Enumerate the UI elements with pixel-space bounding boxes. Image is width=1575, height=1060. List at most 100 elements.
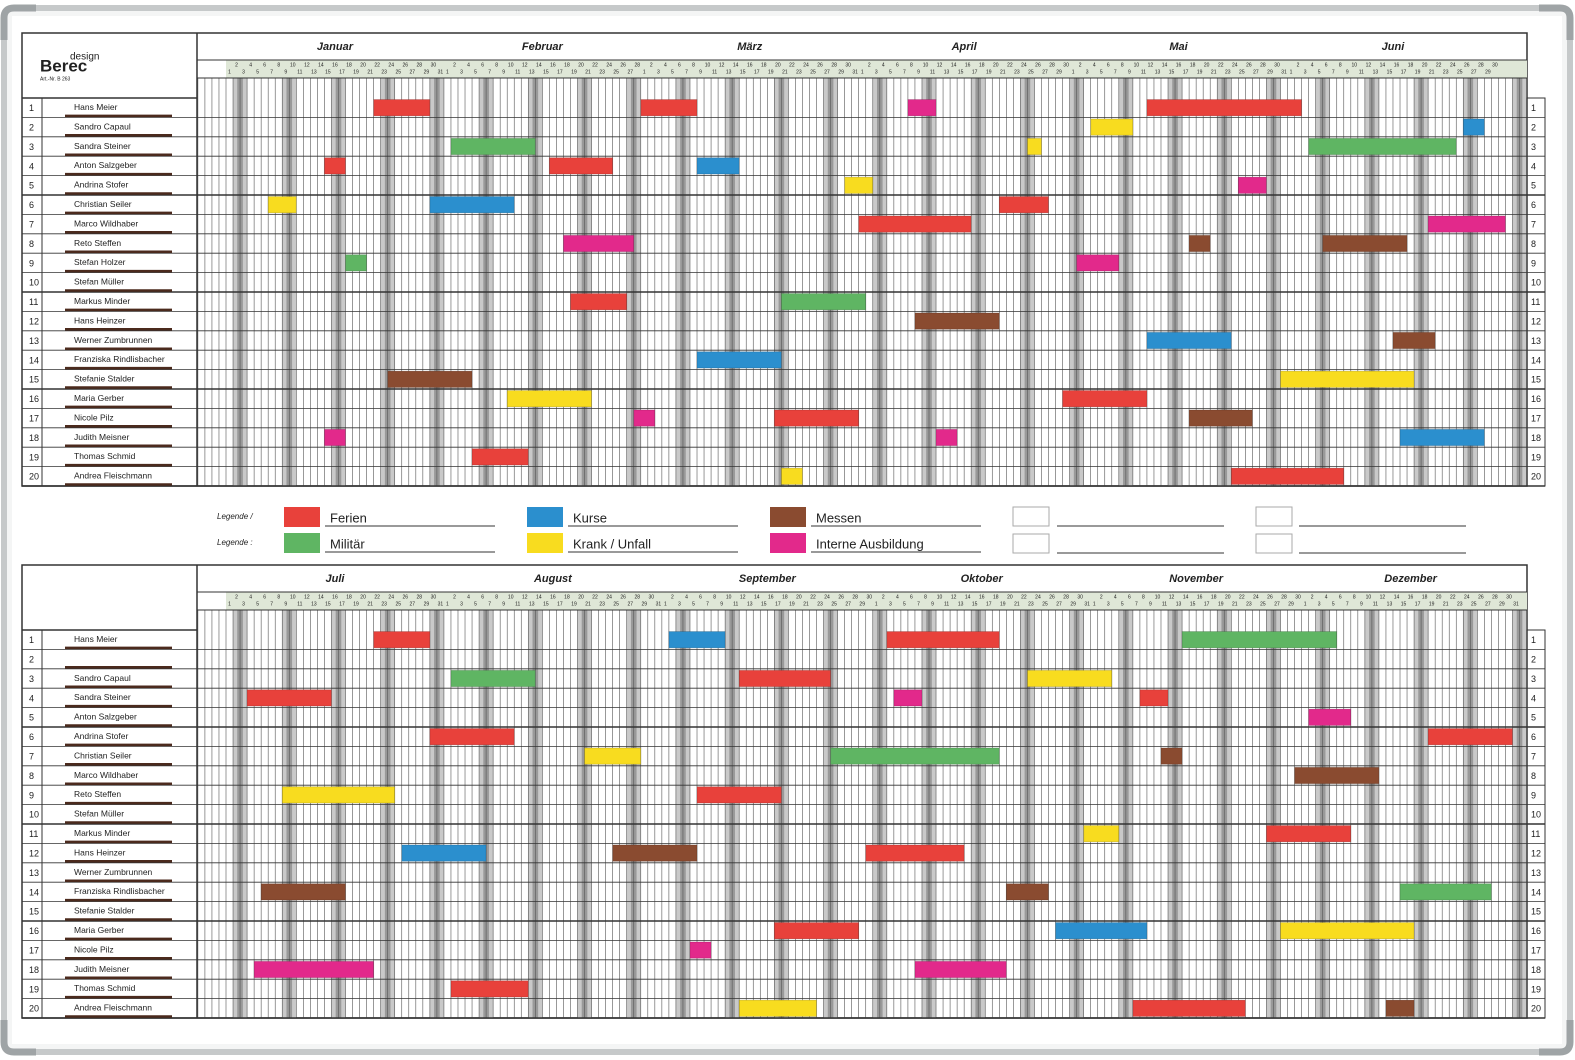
row-name: Werner Zumbrunnen — [74, 335, 153, 345]
day-number: 27 — [824, 69, 830, 75]
day-number: 28 — [417, 62, 423, 68]
bar — [1294, 766, 1380, 785]
day-number: 28 — [1049, 62, 1055, 68]
row-name: Anton Salzgeber — [74, 160, 137, 170]
month-label: April — [951, 41, 978, 53]
day-number: 29 — [1485, 69, 1491, 75]
row-number: 12 — [29, 848, 39, 858]
day-number: 16 — [965, 62, 971, 68]
day-number: 22 — [374, 62, 380, 68]
day-number: 10 — [923, 62, 929, 68]
day-number: 6 — [678, 62, 681, 68]
month-label: Juli — [325, 573, 345, 585]
bar — [253, 960, 375, 979]
day-number: 15 — [740, 69, 746, 75]
row-number-right: 18 — [1531, 965, 1541, 975]
day-number: 14 — [318, 62, 324, 68]
day-number: 23 — [1246, 601, 1252, 607]
day-number: 17 — [1415, 601, 1421, 607]
day-number: 20 — [578, 594, 584, 600]
day-number: 15 — [1401, 601, 1407, 607]
day-number: 28 — [1063, 594, 1069, 600]
day-number: 10 — [1366, 594, 1372, 600]
day-number: 4 — [1311, 62, 1314, 68]
day-number: 8 — [924, 594, 927, 600]
day-number: 8 — [713, 594, 716, 600]
day-number: 7 — [1332, 69, 1335, 75]
row-number: 16 — [29, 926, 39, 936]
day-number: 7 — [706, 601, 709, 607]
row-number: 13 — [29, 868, 39, 878]
day-number: 14 — [536, 62, 542, 68]
day-number: 23 — [381, 69, 387, 75]
row-number-right: 8 — [1531, 239, 1536, 249]
row-number: 19 — [29, 984, 39, 994]
row-name: Judith Meisner — [74, 964, 129, 974]
day-number: 17 — [339, 601, 345, 607]
month-label: Oktober — [961, 573, 1004, 585]
day-number: 9 — [699, 69, 702, 75]
day-number: 1 — [1093, 601, 1096, 607]
legend-swatch — [284, 507, 320, 527]
day-number: 23 — [1014, 69, 1020, 75]
day-number: 25 — [613, 601, 619, 607]
day-number: 22 — [1450, 594, 1456, 600]
day-number: 23 — [1028, 601, 1034, 607]
legend-swatch — [770, 533, 806, 553]
row-number: 6 — [29, 732, 34, 742]
bar — [696, 351, 782, 369]
row-name: Hans Meier — [74, 634, 118, 644]
day-number: 30 — [649, 594, 655, 600]
day-number: 12 — [304, 594, 310, 600]
day-number: 12 — [1148, 62, 1154, 68]
day-number: 9 — [502, 69, 505, 75]
day-number: 17 — [1401, 69, 1407, 75]
row-name: Markus Minder — [74, 296, 130, 306]
bar — [429, 728, 515, 746]
row-number-right: 6 — [1531, 732, 1536, 742]
bar — [1076, 254, 1120, 272]
day-number: 8 — [277, 594, 280, 600]
day-number: 8 — [1142, 594, 1145, 600]
row-number: 17 — [29, 413, 39, 423]
row-name: Judith Meisner — [74, 432, 129, 442]
row-number: 16 — [29, 394, 39, 404]
day-number: 18 — [564, 594, 570, 600]
bar — [1026, 137, 1042, 156]
day-number: 2 — [1079, 62, 1082, 68]
day-number: 21 — [1443, 601, 1449, 607]
day-number: 13 — [311, 69, 317, 75]
day-number: 23 — [1225, 69, 1231, 75]
row-number: 14 — [29, 355, 39, 365]
row-number-right: 10 — [1531, 278, 1541, 288]
day-number: 28 — [1260, 62, 1266, 68]
day-number: 11 — [297, 69, 302, 75]
day-number: 12 — [304, 62, 310, 68]
legend-heading: Legende / — [217, 512, 253, 521]
day-number: 16 — [332, 62, 338, 68]
day-number: 28 — [634, 62, 640, 68]
right-numbers — [1526, 97, 1546, 487]
day-number: 11 — [515, 69, 520, 75]
bar — [584, 747, 642, 765]
row-number: 3 — [29, 142, 34, 152]
day-number: 24 — [1464, 594, 1470, 600]
row-number-right: 14 — [1531, 355, 1541, 365]
day-number: 7 — [1114, 69, 1117, 75]
legend-swatch — [770, 507, 806, 527]
day-number: 18 — [346, 594, 352, 600]
day-number: 1 — [1304, 601, 1307, 607]
day-number: 5 — [903, 601, 906, 607]
bar — [1139, 689, 1169, 707]
month-label: November — [1169, 573, 1224, 585]
day-number: 3 — [460, 69, 463, 75]
day-number: 9 — [720, 601, 723, 607]
day-number: 18 — [1211, 594, 1217, 600]
day-number: 10 — [937, 594, 943, 600]
legend-label: Kurse — [573, 510, 607, 525]
day-number: 7 — [1135, 601, 1138, 607]
day-number: 4 — [1325, 594, 1328, 600]
day-number: 4 — [896, 594, 899, 600]
row-name: Stefan Holzer — [74, 257, 126, 267]
day-number: 4 — [1114, 594, 1117, 600]
